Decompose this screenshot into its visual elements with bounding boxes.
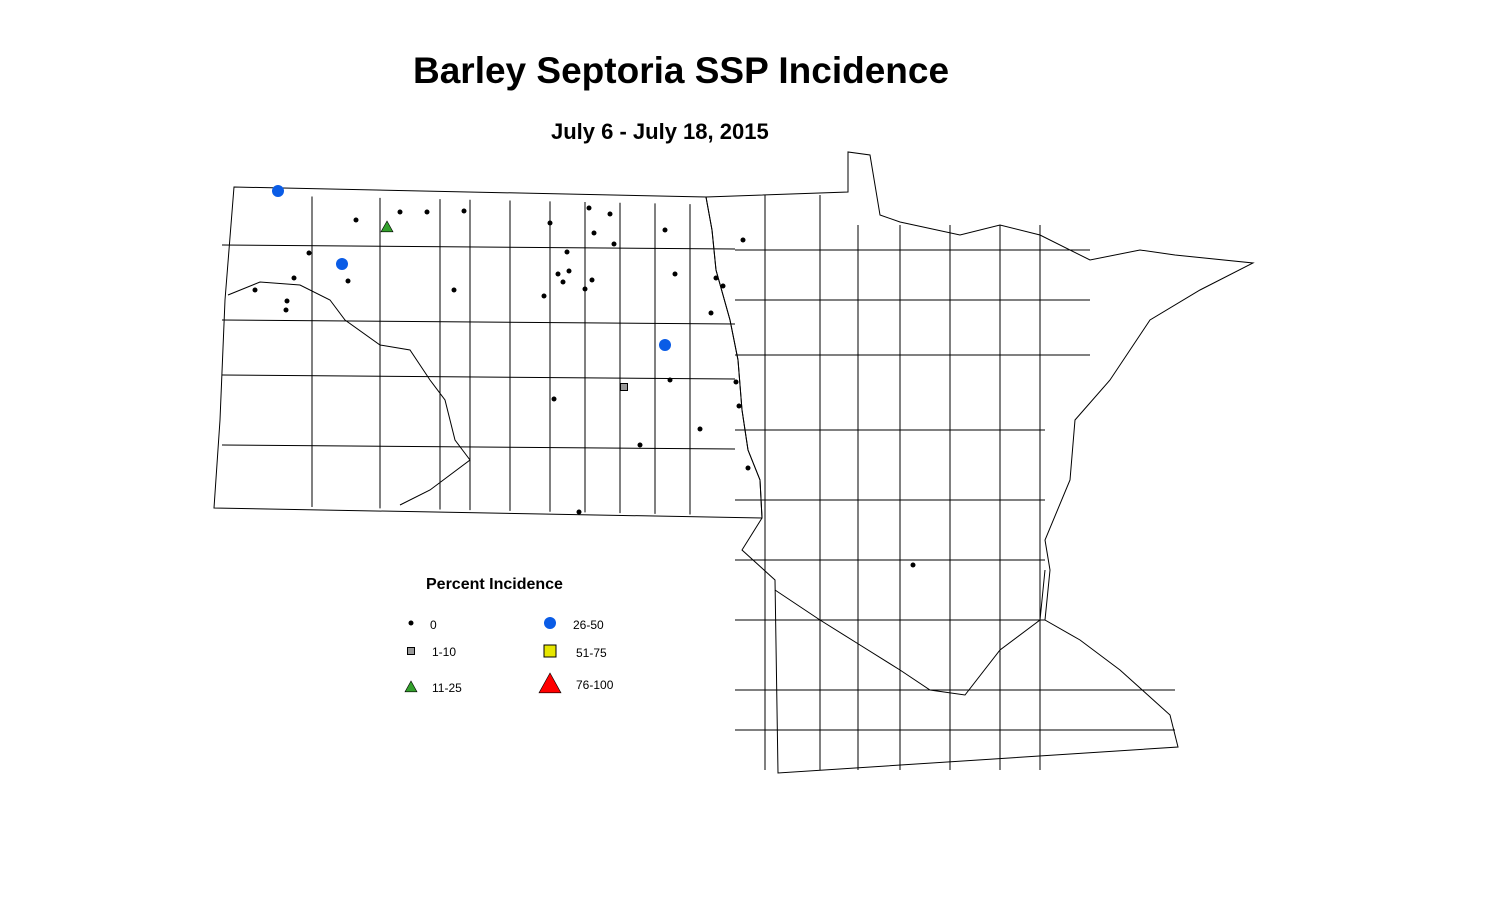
county-line (221, 444, 736, 450)
site-marker-0 (566, 268, 572, 274)
site-marker-0 (353, 217, 359, 223)
site-marker-26-50 (544, 617, 556, 629)
site-marker-1-10 (620, 383, 628, 391)
site-marker-0 (586, 205, 592, 211)
site-marker-0 (424, 209, 430, 215)
site-marker-0 (564, 249, 570, 255)
minnesota-river (774, 569, 1046, 696)
site-marker-0 (708, 310, 714, 316)
site-marker-0 (662, 227, 668, 233)
site-marker-0 (451, 287, 457, 293)
site-markers (252, 185, 916, 568)
site-marker-0 (560, 279, 566, 285)
site-marker-0 (576, 509, 582, 515)
county-line (221, 319, 736, 325)
map-borders (213, 151, 1255, 774)
state-outline-minnesota (705, 151, 1255, 774)
site-marker-0 (736, 403, 742, 409)
site-marker-0 (284, 298, 290, 304)
site-marker-0 (283, 307, 289, 313)
site-marker-0 (397, 209, 403, 215)
legend-label: 76-100 (576, 678, 614, 692)
site-marker-0 (637, 442, 643, 448)
legend-label: 51-75 (576, 646, 607, 660)
site-marker-0 (345, 278, 351, 284)
site-marker-0 (461, 208, 467, 214)
legend-label: 11-25 (432, 681, 462, 695)
site-marker-0 (745, 465, 751, 471)
legend-title: Percent Incidence (426, 576, 563, 593)
county-line (221, 244, 736, 250)
county-line (221, 374, 736, 380)
site-marker-0 (408, 620, 414, 626)
legend-label: 26-50 (573, 618, 604, 632)
site-marker-26-50 (272, 185, 284, 197)
site-marker-26-50 (336, 258, 348, 270)
site-marker-11-25 (380, 220, 394, 233)
site-marker-0 (713, 275, 719, 281)
site-marker-0 (551, 396, 557, 402)
site-marker-0 (611, 241, 617, 247)
legend-label: 1-10 (432, 645, 456, 659)
site-marker-0 (306, 250, 312, 256)
site-marker-0 (589, 277, 595, 283)
legend-label: 0 (430, 618, 437, 632)
site-marker-0 (733, 379, 739, 385)
site-marker-26-50 (659, 339, 671, 351)
site-marker-0 (547, 220, 553, 226)
site-marker-0 (291, 275, 297, 281)
site-marker-0 (555, 271, 561, 277)
site-marker-0 (607, 211, 613, 217)
site-marker-1-10 (407, 647, 415, 655)
site-marker-0 (910, 562, 916, 568)
site-marker-0 (672, 271, 678, 277)
legend: Percent Incidence 0 1-10 11-25 26-50 51-75 76… (404, 576, 614, 695)
site-marker-0 (667, 377, 673, 383)
site-marker-76-100 (538, 672, 562, 694)
site-marker-51-75 (543, 644, 557, 658)
site-marker-0 (697, 426, 703, 432)
site-marker-11-25 (404, 680, 418, 693)
map-title: Barley Septoria SSP Incidence (413, 50, 950, 91)
site-marker-0 (582, 286, 588, 292)
site-marker-0 (720, 283, 726, 289)
site-marker-0 (252, 287, 258, 293)
site-marker-0 (541, 293, 547, 299)
state-outline-north-dakota (213, 186, 763, 519)
missouri-river (227, 281, 471, 506)
site-marker-0 (740, 237, 746, 243)
site-marker-0 (591, 230, 597, 236)
map-subtitle: July 6 - July 18, 2015 (551, 119, 769, 144)
